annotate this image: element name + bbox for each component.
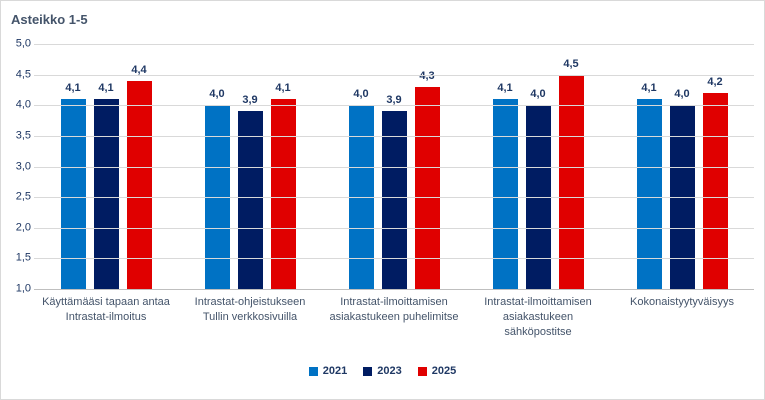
bar-2021 [636, 99, 662, 289]
bar-column-2021: 4,0 [348, 44, 374, 289]
bar-2021 [60, 99, 86, 289]
legend-label: 2023 [377, 365, 402, 377]
x-axis-category-labels: Käyttämääsi tapaan antaa Intrastat-ilmoi… [34, 295, 754, 340]
bar-column-2023: 4,0 [669, 44, 695, 289]
gridline [34, 44, 754, 45]
bar-column-2025: 4,5 [558, 44, 584, 289]
bar-value-label: 4,3 [419, 70, 435, 82]
bar-2021 [492, 99, 518, 289]
bar-column-2023: 4,1 [93, 44, 119, 289]
y-axis-tick-label: 3,5 [15, 129, 31, 142]
bar-2021 [204, 105, 230, 289]
bar-2023 [669, 105, 695, 289]
gridline [34, 197, 754, 199]
x-axis-category-label: Intrastat-ilmoittamisen asiakastukeen sä… [484, 296, 592, 338]
y-axis-tick-label: 2,5 [15, 190, 31, 203]
gridline [34, 227, 754, 229]
y-axis-tick-label: 5,0 [15, 37, 31, 50]
gridline [34, 258, 754, 260]
chart-title: Asteikko 1-5 [11, 12, 88, 27]
y-axis-tick-label: 2,0 [15, 221, 31, 234]
bar-column-2025: 4,3 [414, 44, 440, 289]
bar-group: 4,0 3,9 4,3 [322, 44, 466, 289]
legend-item-2021: 2021 [308, 365, 348, 377]
bar-value-label: 4,1 [98, 82, 114, 94]
y-axis-tick-label: 4,5 [15, 68, 31, 81]
bar-value-label: 4,4 [131, 64, 147, 76]
x-axis-category-label: Käyttämääsi tapaan antaa Intrastat-ilmoi… [42, 296, 170, 323]
legend-swatch [363, 366, 373, 376]
y-axis-tick-label: 1,0 [15, 282, 31, 295]
bar-value-label: 3,9 [386, 94, 402, 106]
bar-2025 [558, 75, 584, 289]
bar-value-label: 4,2 [707, 76, 723, 88]
bar-column-2021: 4,0 [204, 44, 230, 289]
plot-area: 4,1 4,1 4,4 4,0 3,9 4,1 4,0 3,9 4,3 4,1 4,0 4,5 4,1 4… [34, 44, 754, 289]
gridline [34, 74, 754, 76]
legend-swatch [308, 366, 318, 376]
bar-column-2025: 4,1 [270, 44, 296, 289]
bar-value-label: 4,0 [674, 88, 690, 100]
bar-2025 [414, 87, 440, 289]
bar-value-label: 4,1 [641, 82, 657, 94]
bar-2023 [525, 105, 551, 289]
bar-2025 [270, 99, 296, 289]
bar-2023 [237, 111, 263, 289]
bar-value-label: 4,1 [65, 82, 81, 94]
bar-value-label: 4,5 [563, 58, 579, 70]
bar-value-label: 4,1 [497, 82, 513, 94]
gridline [34, 135, 754, 137]
bar-2021 [348, 105, 374, 289]
bar-value-label: 4,0 [209, 88, 225, 100]
bar-2025 [126, 81, 152, 289]
bar-column-2023: 4,0 [525, 44, 551, 289]
bar-column-2025: 4,2 [702, 44, 728, 289]
bar-value-label: 3,9 [242, 94, 258, 106]
legend-item-2025: 2025 [417, 365, 457, 377]
bar-group: 4,1 4,1 4,4 [34, 44, 178, 289]
bar-column-2021: 4,1 [60, 44, 86, 289]
bar-2025 [702, 93, 728, 289]
legend-item-2023: 2023 [363, 365, 402, 377]
legend-swatch [417, 366, 427, 376]
bar-column-2025: 4,4 [126, 44, 152, 289]
y-axis-tick-label: 4,0 [15, 98, 31, 111]
x-axis-category-label: Intrastat-ohjeistukseen Tullin verkkosiv… [194, 296, 306, 323]
gridline [34, 166, 754, 168]
y-axis-tick-label: 1,5 [15, 251, 31, 264]
legend-label: 2021 [322, 365, 348, 377]
legend: 2021 2023 2025 [1, 365, 764, 377]
bar-value-label: 4,0 [353, 88, 369, 100]
bar-2023 [93, 99, 119, 289]
gridline [34, 289, 754, 290]
bar-group: 4,1 4,0 4,2 [610, 44, 754, 289]
x-axis-category-label: Intrastat-ilmoittamisen asiakastukeen pu… [329, 296, 459, 323]
bar-group: 4,1 4,0 4,5 [466, 44, 610, 289]
legend-label: 2025 [431, 365, 457, 377]
bar-2023 [381, 111, 407, 289]
gridline [34, 105, 754, 107]
bar-value-label: 4,1 [275, 82, 291, 94]
bar-column-2021: 4,1 [636, 44, 662, 289]
bar-value-label: 4,0 [530, 88, 546, 100]
bar-column-2021: 4,1 [492, 44, 518, 289]
y-axis-tick-label: 3,0 [15, 160, 31, 172]
x-axis-category-label: Kokonaistyytyväisyys [630, 296, 734, 308]
